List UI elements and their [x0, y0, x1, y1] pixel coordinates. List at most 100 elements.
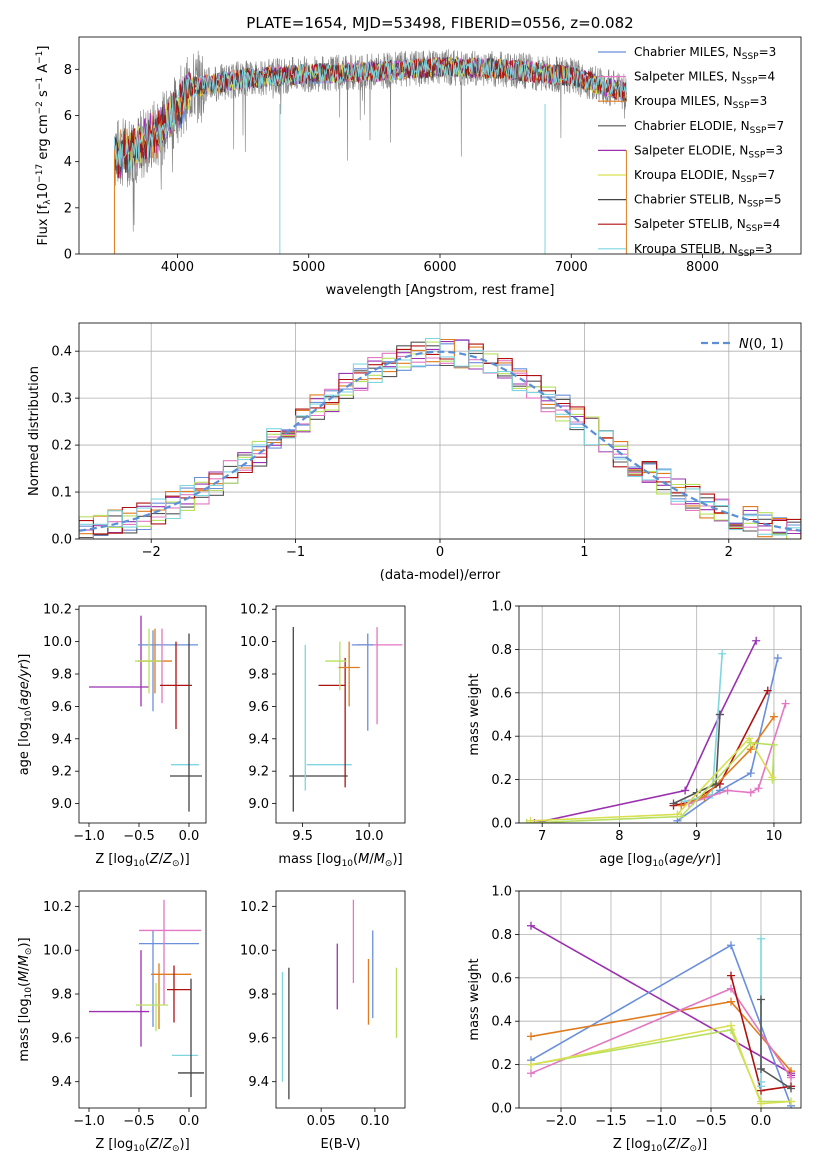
y-tick-label: 0.4: [51, 345, 72, 360]
x-tick-label: 0.0: [179, 829, 200, 844]
errorbar-point: [160, 641, 192, 730]
x-axis-label: Z [log10(Z/Z⊙)]: [613, 1137, 707, 1154]
axes-frame: [518, 605, 802, 824]
y-tick-label: 10.0: [43, 944, 72, 959]
weight-marker: [768, 773, 777, 782]
y-tick-label: 0.0: [491, 817, 512, 832]
errorbar-point: [135, 628, 163, 694]
x-axis-label: E(B-V): [320, 1137, 360, 1152]
weight-line: [530, 1024, 792, 1105]
axes-frame: [275, 890, 406, 1109]
y-tick-label: 9.8: [51, 988, 72, 1003]
y-tick-label: 10.2: [43, 603, 72, 618]
y-tick-label: 0.0: [491, 1102, 512, 1117]
y-tick-label: 0.1: [51, 486, 72, 501]
y-tick-label: 9.6: [248, 1031, 269, 1046]
y-tick-label: 9.0: [248, 797, 269, 812]
y-tick-label: 9.6: [248, 700, 269, 715]
legend-label: Salpeter MILES, NSSP=4: [634, 70, 775, 87]
weight-line: [688, 703, 787, 805]
weight-marker: [527, 1060, 535, 1069]
weight-marker: [684, 799, 693, 808]
x-tick-label: 7: [538, 829, 546, 844]
weight-marker: [757, 995, 765, 1004]
histograms: [79, 337, 801, 539]
x-tick-label: 8: [615, 829, 623, 844]
y-tick-label: 9.4: [248, 1075, 269, 1090]
y-tick-label: 0.8: [491, 928, 512, 943]
y-tick-label: 0.2: [491, 773, 512, 788]
y-tick-label: 2: [64, 201, 72, 216]
x-tick-label: −0.5: [695, 1114, 727, 1129]
model-spectrum: [114, 57, 627, 173]
weight-marker: [727, 1021, 735, 1030]
x-axis-label: wavelength [Angstrom, rest frame]: [326, 283, 555, 298]
x-tick-label: 4000: [161, 260, 194, 275]
weight-marker: [757, 1099, 765, 1108]
y-tick-label: 0.4: [491, 730, 512, 745]
y-tick-label: 10.0: [240, 635, 269, 650]
y-tick-label: 10.2: [240, 603, 269, 618]
y-axis-label: mass [log10(M/M⊙)]: [17, 937, 34, 1061]
y-tick-label: 9.4: [51, 1075, 72, 1090]
x-axis-label: Z [log10(Z/Z⊙)]: [95, 1137, 189, 1154]
legend-label: Kroupa STELIB, NSSP=3: [634, 242, 772, 259]
weight-line: [530, 737, 774, 822]
axes-frame: [275, 605, 406, 824]
legend-label: Kroupa MILES, NSSP=3: [634, 94, 767, 111]
x-tick-label: 1: [580, 545, 588, 560]
legend-label: Chabrier STELIB, NSSP=5: [634, 193, 782, 210]
y-tick-label: 9.4: [51, 732, 72, 747]
legend-label: Chabrier ELODIE, NSSP=7: [634, 119, 784, 136]
axes-frame: [78, 605, 207, 824]
x-tick-label: −0.5: [123, 829, 155, 844]
x-tick-label: −1.0: [73, 1114, 105, 1129]
weight-marker: [773, 654, 782, 663]
x-tick-label: 0.10: [360, 1114, 389, 1129]
legend-label: Salpeter STELIB, NSSP=4: [634, 217, 780, 234]
y-axis-label: Normed distribution: [27, 366, 42, 496]
weight-marker: [727, 997, 735, 1006]
legend-label: Salpeter ELODIE, NSSP=3: [634, 143, 783, 160]
weight-marker: [727, 971, 735, 980]
mass_vs_EBV-panel: 0.05 0.10 9.4 9.6 9.8 10.0 10.2 E(B-V): [240, 890, 406, 1152]
weight-line: [534, 640, 757, 823]
legend-label: Chabrier MILES, NSSP=3: [634, 45, 776, 62]
age_vs_Z-panel: −1.0 −0.5 0.0 9.0 9.2 9.4 9.6 9.8 10.0 10.2 Z [log…: [17, 603, 207, 869]
weight-marker: [718, 649, 727, 658]
y-tick-label: 9.2: [51, 765, 72, 780]
weight-marker: [745, 734, 754, 743]
weight-marker: [526, 816, 535, 823]
y-axis-label: mass weight: [467, 958, 482, 1040]
weight-marker: [781, 699, 790, 708]
x-tick-label: 0: [436, 545, 444, 560]
x-axis-label: (data-model)/error: [380, 568, 501, 583]
weight-marker: [527, 1069, 535, 1078]
model-spectrum: [114, 56, 627, 179]
x-tick-label: 0.0: [751, 1114, 772, 1129]
x-tick-label: 2: [725, 545, 733, 560]
y-tick-label: 8: [64, 63, 72, 78]
axes-frame: [518, 890, 802, 1109]
y-tick-label: 4: [64, 155, 72, 170]
weight-line: [526, 741, 775, 823]
y-tick-label: 0.6: [491, 686, 512, 701]
y-tick-label: 10.0: [43, 635, 72, 650]
y-tick-label: 9.4: [248, 732, 269, 747]
weight-marker: [527, 921, 535, 930]
x-tick-label: 9: [693, 829, 701, 844]
legend-label: N(0, 1): [739, 337, 784, 352]
y-tick-label: 9.2: [248, 765, 269, 780]
x-axis-label: mass [log10(M/M⊙)]: [278, 852, 402, 869]
weight-line: [673, 690, 769, 807]
weight-marker: [769, 712, 778, 721]
mass_vs_Z-panel: −1.0 −0.5 0.0 9.4 9.6 9.8 10.0 10.2 Z [log10(Z/Z…: [17, 890, 207, 1154]
y-tick-label: 9.8: [51, 668, 72, 683]
axes-frame: [78, 36, 802, 255]
weight-marker: [763, 686, 772, 695]
x-tick-label: −1.5: [595, 1114, 627, 1129]
weight-series: [522, 636, 790, 823]
weight-marker: [757, 1064, 765, 1073]
y-tick-label: 9.6: [51, 700, 72, 715]
axes-frame: [78, 322, 802, 540]
